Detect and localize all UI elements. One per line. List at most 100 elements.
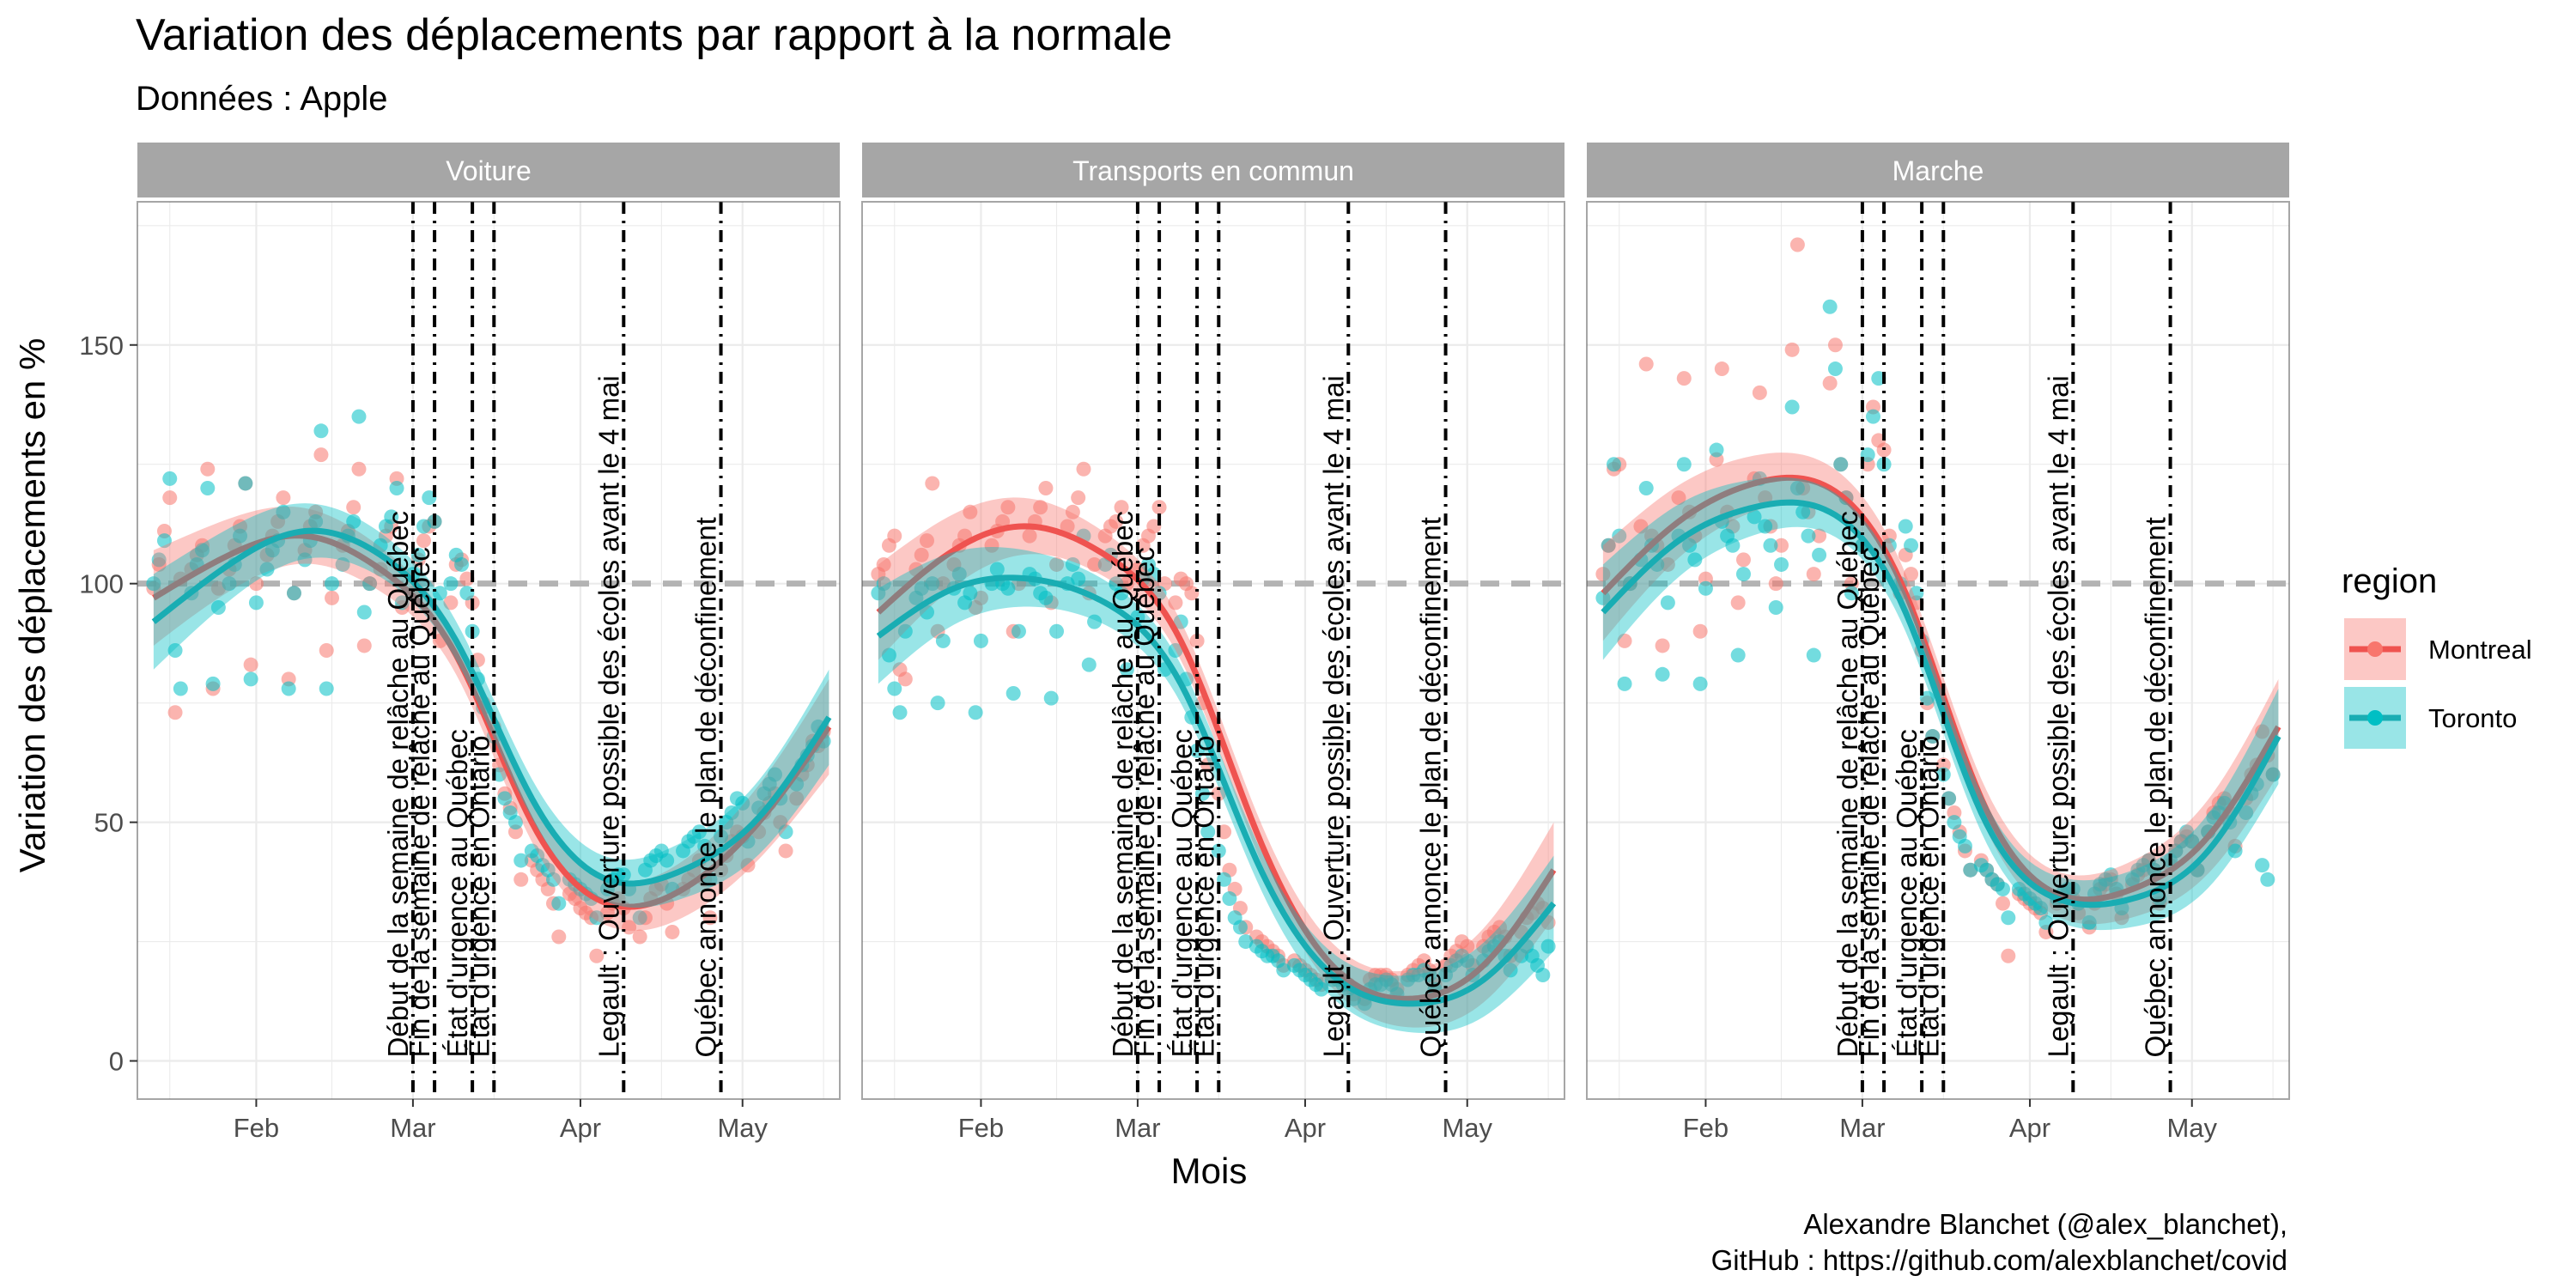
x-tick-label: Mar [1115, 1113, 1160, 1143]
data-point [2255, 724, 2270, 739]
data-point [1601, 538, 1616, 553]
data-point [697, 838, 713, 854]
data-point [422, 490, 437, 506]
chart-subtitle: Données : Apple [136, 80, 388, 118]
caption-line-2: GitHub : https://github.com/alexblanchet… [1711, 1244, 2287, 1276]
data-point [1184, 586, 1200, 601]
data-point [1232, 920, 1248, 935]
data-point [346, 500, 361, 515]
data-point [2184, 834, 2200, 849]
strip-header [1587, 143, 2289, 197]
data-point [507, 815, 523, 830]
data-point [1763, 538, 1778, 553]
data-point [200, 481, 216, 496]
data-point [2147, 862, 2162, 878]
data-point [989, 562, 1005, 577]
data-point [1065, 556, 1080, 572]
data-point [319, 681, 334, 696]
data-point [1422, 967, 1437, 982]
data-point [951, 567, 967, 582]
data-point [1638, 356, 1654, 372]
data-point [887, 528, 902, 544]
data-point [443, 576, 459, 592]
data-point [1655, 638, 1670, 653]
data-point [346, 513, 361, 529]
data-point [632, 929, 647, 945]
x-tick-label: Feb [234, 1113, 279, 1143]
data-point [1022, 528, 1037, 544]
data-point [1168, 595, 1183, 611]
data-point [1730, 595, 1746, 611]
x-tick-label: May [2166, 1113, 2217, 1143]
data-point [1595, 567, 1611, 582]
x-tick-label: Mar [390, 1113, 435, 1143]
data-point [1682, 538, 1698, 553]
plot-background [1587, 202, 2289, 1099]
data-point [778, 843, 793, 859]
data-point [1909, 586, 1924, 601]
data-point [1535, 967, 1551, 982]
data-point [892, 705, 908, 720]
data-point [1774, 538, 1789, 553]
legend: region Montreal Toronto [2342, 562, 2532, 749]
data-point [1795, 504, 1811, 519]
data-point [1957, 838, 1972, 854]
data-point [1005, 686, 1021, 702]
points-toronto [871, 528, 1556, 1012]
data-point [1076, 461, 1091, 477]
data-point [1768, 576, 1783, 592]
data-point [1189, 633, 1205, 648]
data-point [356, 605, 372, 620]
x-tick-label: May [1442, 1113, 1492, 1143]
data-point [1844, 586, 1859, 601]
data-point [1168, 643, 1183, 658]
data-point [1801, 528, 1816, 544]
data-point [1806, 567, 1821, 582]
data-point [356, 638, 372, 653]
data-point [1222, 891, 1237, 907]
panel-1: Transports en commun Début de la semaine … [861, 143, 1565, 1143]
x-tick-label: Feb [1683, 1113, 1728, 1143]
strip-label: Transports en commun [1072, 155, 1354, 186]
data-point [897, 671, 913, 687]
data-point [1827, 361, 1843, 377]
data-point [1822, 375, 1838, 391]
data-point [454, 556, 470, 572]
event-label: Legault : Ouverture possible des écoles … [1317, 375, 1349, 1057]
panel-border [1586, 201, 2290, 1100]
data-point [1698, 580, 1713, 596]
data-point [1049, 623, 1065, 639]
data-point [146, 576, 161, 592]
data-point [1687, 552, 1703, 568]
data-point [162, 471, 178, 486]
event-label: État d'urgence en Ontario [1912, 735, 1944, 1057]
event-label: État d'urgence en Ontario [1188, 735, 1219, 1057]
data-point [1173, 614, 1188, 629]
x-axis-label: Mois [1171, 1151, 1248, 1191]
legend-title: region [2342, 562, 2437, 600]
data-point [1200, 757, 1216, 773]
smooth-line-montreal [876, 523, 1557, 1002]
data-point [1357, 996, 1372, 1012]
data-point [205, 676, 221, 691]
data-point [2227, 843, 2243, 859]
data-point [233, 528, 248, 544]
data-point [724, 805, 739, 820]
data-point [973, 633, 988, 648]
panel-0: Voiture Début de la semaine de relâche au… [79, 143, 841, 1143]
data-point [276, 490, 291, 506]
data-point [210, 599, 226, 615]
data-point [313, 447, 329, 463]
event-label: Début de la semaine de relâche au Québec [1107, 511, 1139, 1058]
data-point [200, 461, 216, 477]
data-point [1211, 843, 1226, 859]
data-point [443, 595, 459, 611]
data-point [1735, 567, 1751, 582]
data-point [1735, 552, 1751, 568]
data-point [1109, 513, 1124, 529]
data-point [297, 552, 313, 568]
smooth-line-toronto [151, 527, 832, 887]
data-point [1217, 824, 1232, 840]
data-point [319, 643, 334, 658]
